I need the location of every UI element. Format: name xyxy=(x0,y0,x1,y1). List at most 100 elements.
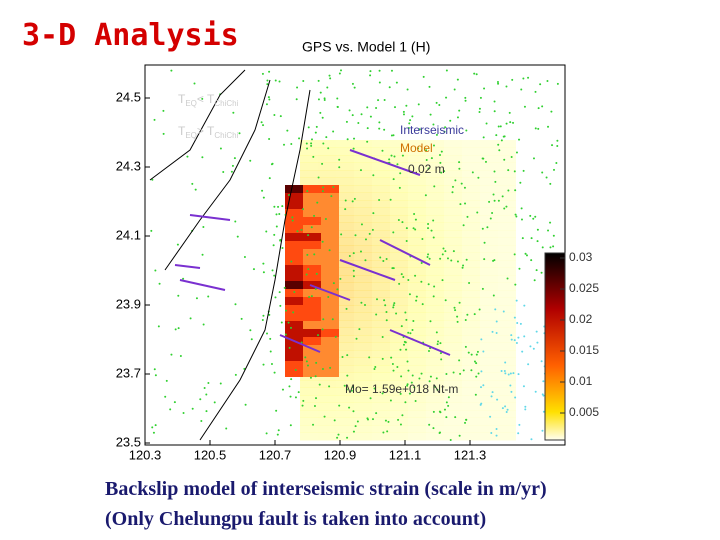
seismicity-dot xyxy=(205,393,208,396)
seismicity-dot xyxy=(345,307,348,310)
slip-patch xyxy=(408,282,426,291)
seismicity-dot xyxy=(414,218,417,221)
gps-vector xyxy=(389,329,451,356)
seismicity-dot xyxy=(262,363,265,366)
seismicity-dot xyxy=(179,354,182,357)
seismicity-dot xyxy=(495,434,498,437)
seismicity-dot xyxy=(464,202,467,205)
slip-patch xyxy=(480,245,498,253)
seismicity-dot xyxy=(366,106,369,109)
seismicity-dot xyxy=(351,200,354,203)
seismicity-dot xyxy=(541,171,544,174)
slip-patch xyxy=(336,387,354,396)
slip-patch xyxy=(426,237,444,246)
seismicity-dot xyxy=(355,337,358,340)
seismicity-dot xyxy=(399,392,402,395)
seismicity-dot xyxy=(421,238,424,241)
seismicity-dot xyxy=(495,332,498,335)
seismicity-dot xyxy=(352,269,355,272)
slip-patch xyxy=(408,342,426,351)
seismicity-dot xyxy=(379,256,382,259)
seismicity-dot xyxy=(369,74,372,77)
seismicity-dot xyxy=(414,274,417,277)
slip-patch xyxy=(354,320,372,328)
x-tick-label: 121.1 xyxy=(389,447,422,462)
seismicity-dot xyxy=(447,396,450,399)
seismicity-dot xyxy=(384,304,387,307)
slip-patch xyxy=(444,230,462,238)
slip-patch xyxy=(303,217,321,225)
slip-patch xyxy=(480,425,498,433)
slip-patch xyxy=(354,290,372,298)
slip-patch xyxy=(480,305,498,313)
slip-patch xyxy=(426,402,444,411)
slip-patch xyxy=(354,230,372,238)
slip-patch xyxy=(408,200,426,208)
seismicity-dot xyxy=(151,178,154,181)
slip-patch xyxy=(390,417,408,426)
seismicity-dot xyxy=(323,415,326,418)
seismicity-dot xyxy=(378,127,381,130)
seismicity-dot xyxy=(458,167,461,170)
seismicity-dot xyxy=(260,121,263,124)
slip-patch xyxy=(321,313,339,321)
seismicity-dot xyxy=(436,343,439,346)
seismicity-dot xyxy=(338,166,341,169)
seismicity-dot xyxy=(511,78,514,81)
seismicity-dot xyxy=(415,295,418,298)
slip-patch xyxy=(336,230,354,238)
seismicity-dot xyxy=(287,321,290,324)
slip-patch xyxy=(426,335,444,343)
seismicity-dot xyxy=(417,103,420,106)
slip-patch xyxy=(390,222,408,231)
seismicity-dot xyxy=(473,313,476,316)
slip-patch xyxy=(318,432,336,441)
slip-patch xyxy=(426,312,444,321)
slip-patch xyxy=(498,237,516,246)
slip-patch xyxy=(372,282,390,291)
x-tick-label: 120.3 xyxy=(129,447,162,462)
slip-patch xyxy=(318,177,336,186)
seismicity-dot xyxy=(504,405,507,408)
seismicity-dot xyxy=(390,154,393,157)
slip-patch xyxy=(303,305,321,313)
seismicity-dot xyxy=(323,97,326,100)
seismicity-dot xyxy=(306,190,309,193)
slip-patch xyxy=(462,320,480,328)
seismicity-dot xyxy=(405,104,408,107)
seismicity-dot xyxy=(432,427,435,430)
seismicity-dot xyxy=(273,113,276,116)
slip-patch xyxy=(498,372,516,381)
slip-patch xyxy=(336,380,354,388)
seismicity-dot xyxy=(427,283,430,286)
seismicity-dot xyxy=(440,358,443,361)
slip-patch xyxy=(372,260,390,268)
seismicity-dot xyxy=(519,322,522,325)
seismicity-dot xyxy=(483,258,486,261)
seismicity-dot xyxy=(301,404,304,407)
seismicity-dot xyxy=(517,432,520,435)
seismicity-dot xyxy=(383,128,386,131)
seismicity-dot xyxy=(456,116,459,119)
seismicity-dot xyxy=(352,410,355,413)
seismicity-dot xyxy=(529,345,532,348)
slip-patch xyxy=(444,155,462,163)
seismicity-dot xyxy=(495,427,498,430)
seismicity-dot xyxy=(313,253,316,256)
seismicity-dot xyxy=(269,350,272,353)
seismicity-dot xyxy=(533,279,536,282)
seismicity-dot xyxy=(372,212,375,215)
seismicity-dot xyxy=(439,431,442,434)
seismicity-dot xyxy=(262,271,265,274)
seismicity-dot xyxy=(152,431,155,434)
seismicity-dot xyxy=(450,259,453,262)
slip-patch xyxy=(354,417,372,426)
slip-patch xyxy=(372,410,390,418)
seismicity-dot xyxy=(481,157,484,160)
slip-patch xyxy=(426,365,444,373)
slip-patch xyxy=(408,410,426,418)
seismicity-dot xyxy=(428,423,431,426)
seismicity-dot xyxy=(304,356,307,359)
seismicity-dot xyxy=(518,267,521,270)
slip-patch xyxy=(498,342,516,351)
